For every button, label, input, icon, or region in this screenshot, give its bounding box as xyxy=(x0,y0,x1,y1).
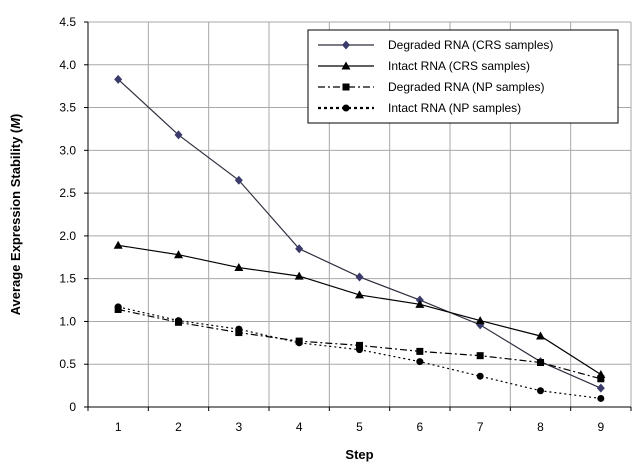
x-tick-labels: 1 2 3 4 5 6 7 8 9 xyxy=(115,420,605,434)
data-point xyxy=(295,339,303,347)
x-axis-label: Step xyxy=(345,447,373,462)
data-point xyxy=(537,387,544,395)
data-point xyxy=(596,383,605,393)
data-point xyxy=(355,290,364,299)
data-point xyxy=(356,346,363,354)
y-tick-label: 4.0 xyxy=(59,58,76,72)
data-point xyxy=(476,372,484,380)
data-point xyxy=(597,394,605,402)
legend-label: Degraded RNA (CRS samples) xyxy=(388,38,553,52)
data-point xyxy=(175,317,182,325)
y-tick-label: 3.5 xyxy=(59,101,76,115)
y-tick-label: 0 xyxy=(69,400,76,414)
x-tick-label: 9 xyxy=(597,420,604,434)
data-point xyxy=(597,375,605,383)
x-tick-label: 7 xyxy=(477,420,484,434)
data-point xyxy=(235,325,243,333)
data-point xyxy=(174,130,183,140)
data-point xyxy=(295,244,304,254)
y-axis-label-italic: M xyxy=(8,117,23,129)
data-point xyxy=(174,250,183,259)
x-tick-label: 1 xyxy=(115,420,122,434)
series-3 xyxy=(114,305,605,383)
y-tick-label: 4.5 xyxy=(59,15,76,29)
y-tick-label: 1.5 xyxy=(59,272,76,286)
legend-marker xyxy=(341,61,351,70)
y-tick-label: 2.0 xyxy=(59,229,76,243)
y-tick-label: 2.5 xyxy=(59,186,76,200)
x-tick-label: 4 xyxy=(296,420,303,434)
legend-marker xyxy=(342,40,350,50)
x-tick-label: 3 xyxy=(235,420,242,434)
series-2 xyxy=(113,240,606,378)
x-tick-label: 6 xyxy=(416,420,423,434)
legend-marker xyxy=(342,83,350,91)
data-point xyxy=(355,272,364,282)
data-point xyxy=(475,316,485,325)
y-axis-label-after: ) xyxy=(8,114,23,118)
data-point xyxy=(114,74,123,84)
data-series xyxy=(113,74,606,402)
y-axis-label-before: Average Expression Stability ( xyxy=(8,128,23,315)
data-point xyxy=(356,341,363,349)
series-4 xyxy=(114,303,605,402)
data-point xyxy=(536,331,545,340)
legend-label: Intact RNA (CRS samples) xyxy=(388,59,530,73)
data-point xyxy=(234,175,243,185)
x-tick-label: 8 xyxy=(537,420,544,434)
legend-item: Intact RNA (NP samples) xyxy=(318,101,521,115)
series-line xyxy=(118,244,602,375)
data-point xyxy=(234,263,244,272)
legend-marker xyxy=(342,104,350,112)
legend-label: Intact RNA (NP samples) xyxy=(388,101,521,115)
legend: Degraded RNA (CRS samples) Intact RNA (CR… xyxy=(307,29,619,124)
legend-item: Degraded RNA (NP samples) xyxy=(318,80,545,94)
legend-label: Degraded RNA (NP samples) xyxy=(388,80,545,94)
data-point xyxy=(416,358,424,366)
series-line xyxy=(117,78,602,389)
y-tick-labels: 0 0.5 1.0 1.5 2.0 2.5 3.0 3.5 4.0 4.5 xyxy=(59,15,76,414)
data-point xyxy=(476,352,484,360)
data-point xyxy=(415,299,425,308)
y-tick-label: 3.0 xyxy=(59,143,76,157)
x-tick-label: 2 xyxy=(175,420,182,434)
y-tick-label: 1.0 xyxy=(59,314,76,328)
y-axis-label: Average Expression Stability (M) xyxy=(8,114,23,316)
data-point xyxy=(114,303,122,311)
data-point xyxy=(537,359,544,367)
legend-item: Degraded RNA (CRS samples) xyxy=(318,38,553,52)
data-point xyxy=(113,240,123,249)
y-tick-label: 0.5 xyxy=(59,357,76,371)
x-tick-label: 5 xyxy=(356,420,363,434)
data-point xyxy=(416,347,424,355)
data-point xyxy=(294,271,304,280)
legend-item: Intact RNA (CRS samples) xyxy=(318,59,530,73)
